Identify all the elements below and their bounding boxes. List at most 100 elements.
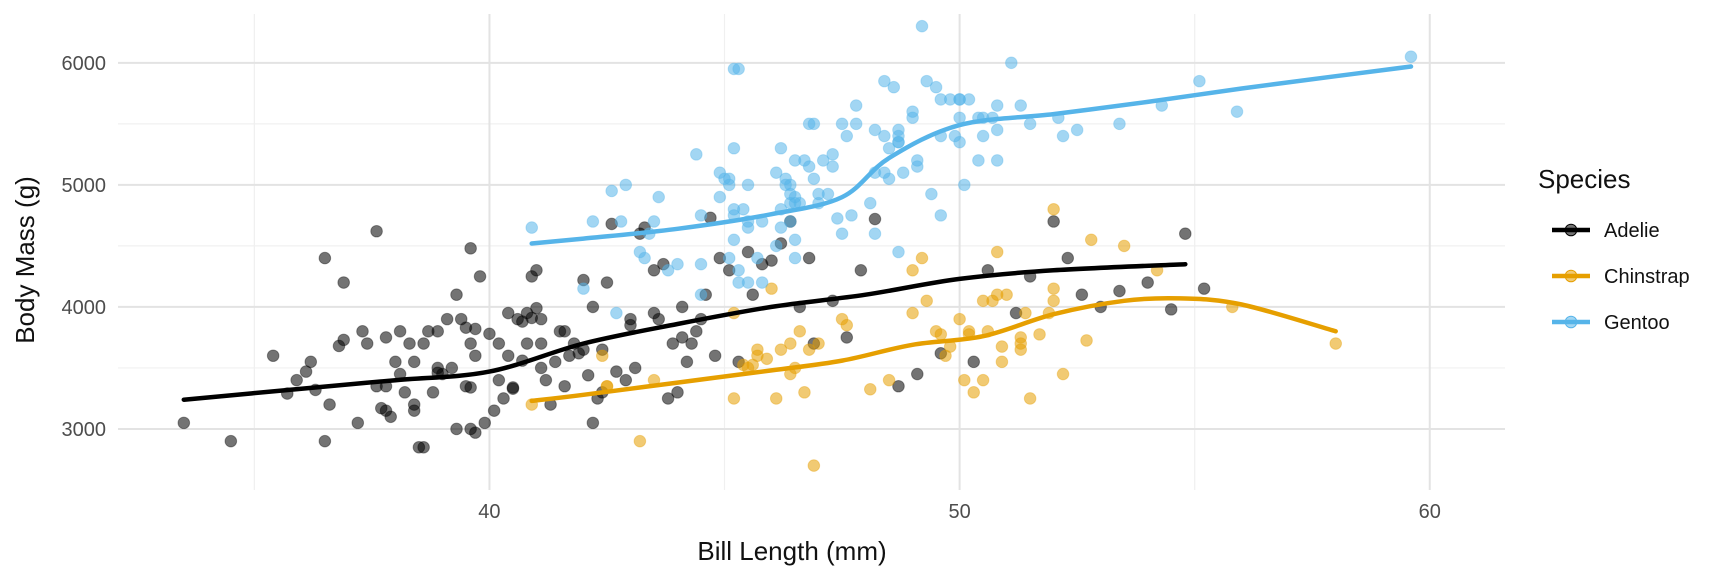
y-tick-label: 4000 [62,297,107,319]
data-point-gentoo [972,154,985,167]
data-point-adelie [492,373,506,387]
trend-line-adelie [181,261,1188,402]
trend-line-chinstrap [529,295,1338,404]
major-gridlines [118,14,1505,490]
data-point-gentoo [741,178,755,192]
data-point-adelie [1178,227,1192,240]
data-point-gentoo [849,117,863,131]
data-point-chinstrap [995,355,1009,369]
data-point-gentoo [774,141,788,155]
legend-item-adelie: Adelie [1552,220,1660,242]
x-axis-title: Bill Length (mm) [697,536,886,566]
data-point-gentoo [751,251,764,265]
data-point-chinstrap [802,343,816,356]
data-point-adelie [586,416,600,430]
data-point-chinstrap [1047,294,1060,308]
data-point-chinstrap [1084,233,1098,247]
data-point-adelie [478,416,492,430]
data-point-adelie [558,325,571,338]
trend-line-gentoo [529,64,1414,246]
data-point-gentoo [633,245,647,259]
data-point-adelie [445,361,459,375]
data-point-chinstrap [990,245,1004,259]
data-point-gentoo [831,212,844,225]
data-point-chinstrap [990,288,1004,302]
data-point-adelie [1047,215,1060,228]
data-point-gentoo [694,209,708,222]
data-point-adelie [892,379,905,393]
data-point-adelie [647,306,661,320]
data-point-chinstrap [1117,239,1131,253]
data-point-gentoo [868,227,882,240]
data-point-adelie [661,392,675,405]
y-axis-title: Body Mass (g) [10,176,40,344]
data-point-adelie [450,288,463,302]
data-point-gentoo [845,209,858,222]
data-point-adelie [840,331,854,344]
data-point-adelie [464,337,477,350]
data-point-chinstrap [1056,367,1070,381]
data-point-gentoo [690,148,703,161]
data-point-adelie [690,325,703,338]
data-point-adelie [746,288,760,302]
data-point-adelie [332,339,346,353]
data-point-gentoo [882,172,896,186]
data-point-gentoo [849,99,863,112]
data-point-adelie [675,300,689,314]
data-point-adelie [802,251,816,265]
data-point-adelie [741,245,755,259]
data-point-gentoo [788,251,802,265]
data-point-gentoo [784,215,797,228]
data-point-adelie [1113,284,1126,298]
data-point-chinstrap [1023,392,1037,405]
data-point-adelie [539,373,553,387]
data-point-gentoo [1014,99,1028,112]
data-point-adelie [440,312,454,326]
data-point-chinstrap [1329,337,1343,350]
data-point-gentoo [769,166,783,179]
data-point-gentoo [1193,74,1206,88]
data-point-adelie [417,440,430,454]
data-point-gentoo [614,215,628,228]
data-point-gentoo [948,129,962,143]
data-point-adelie [1141,276,1154,289]
x-tick-label: 40 [478,501,500,523]
data-point-gentoo [958,178,971,192]
data-point-gentoo [962,93,976,106]
data-point-adelie [910,367,924,381]
data-point-adelie [530,301,543,315]
data-point-adelie [506,381,520,394]
data-point-adelie [356,325,369,338]
data-point-chinstrap [934,328,948,341]
data-point-gentoo [727,141,741,155]
data-point-chinstrap [958,373,971,387]
data-point-adelie [318,251,332,265]
data-point-adelie [534,312,548,326]
data-point-gentoo [887,80,901,94]
data-point-gentoo [1005,56,1018,70]
data-point-adelie [318,434,332,448]
data-point-adelie [469,426,482,439]
data-point-adelie [501,349,515,363]
data-point-adelie [389,355,402,369]
y-tick-label: 3000 [62,419,107,441]
data-point-gentoo [713,190,727,204]
data-point-adelie [426,386,440,399]
data-point-chinstrap [1019,306,1032,320]
data-point-gentoo [990,99,1004,112]
data-point-chinstrap [774,343,788,356]
data-point-adelie [586,300,600,314]
data-point-adelie [487,404,501,417]
data-point-adelie [619,373,633,387]
data-point-adelie [299,365,313,378]
data-point-adelie [671,386,684,399]
y-tick-label: 5000 [62,175,107,197]
data-point-gentoo [1023,117,1037,131]
legend-item-chinstrap: Chinstrap [1552,266,1690,288]
data-point-gentoo [779,178,792,192]
data-point-gentoo [878,129,891,143]
legend-title: Species [1538,164,1631,194]
data-point-chinstrap [595,349,609,363]
data-point-gentoo [807,172,821,186]
